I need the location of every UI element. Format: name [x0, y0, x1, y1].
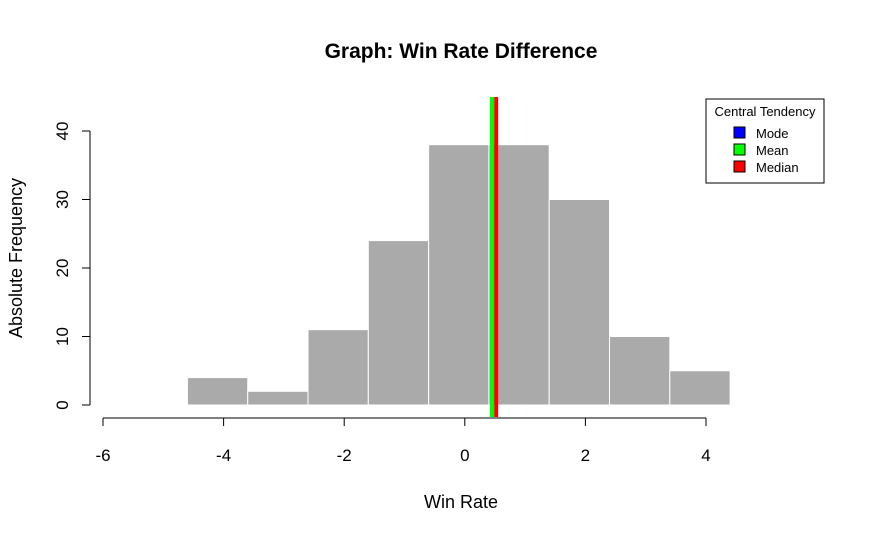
legend-swatch-mean [733, 143, 746, 156]
bars-group [186, 144, 731, 406]
legend-swatch-median [733, 160, 746, 173]
histogram-bar [669, 370, 731, 406]
legend-label-mean: Mean [756, 143, 789, 158]
y-axis-label: Absolute Frequency [6, 178, 26, 338]
x-tick-label: 2 [581, 446, 590, 465]
legend-label-mode: Mode [756, 126, 789, 141]
histogram-bar [247, 390, 309, 406]
legend-title: Central Tendency [715, 104, 816, 119]
y-tick-label: 30 [53, 190, 72, 209]
x-axis-label: Win Rate [424, 492, 498, 512]
legend-swatch-mode [733, 126, 746, 139]
x-tick-label: -4 [216, 446, 231, 465]
legend: Central Tendency Mode Mean Median [705, 98, 825, 184]
legend-entries: Mode Mean Median [733, 126, 799, 175]
histogram-bar [186, 377, 249, 406]
histogram-bar [609, 336, 671, 406]
y-axis: 0 10 20 30 40 [53, 122, 91, 410]
x-tick-label: 0 [460, 446, 469, 465]
y-tick-label: 0 [53, 400, 72, 409]
y-tick-label: 10 [53, 327, 72, 346]
x-tick-label: 4 [701, 446, 710, 465]
histogram-bar [488, 144, 550, 406]
x-axis: -6 -4 -2 0 2 4 [95, 417, 711, 465]
x-tick-label: -6 [95, 446, 110, 465]
legend-box [705, 98, 825, 184]
y-tick-label: 40 [53, 122, 72, 141]
central-tendency-lines [489, 97, 499, 417]
x-tick-label: -2 [337, 446, 352, 465]
histogram-bar [367, 240, 430, 406]
histogram-bar [548, 199, 611, 406]
histogram-bar [307, 329, 369, 406]
histogram-bar [428, 144, 490, 406]
chart-title: Graph: Win Rate Difference [325, 40, 598, 63]
y-tick-label: 20 [53, 259, 72, 278]
legend-label-median: Median [756, 160, 799, 175]
